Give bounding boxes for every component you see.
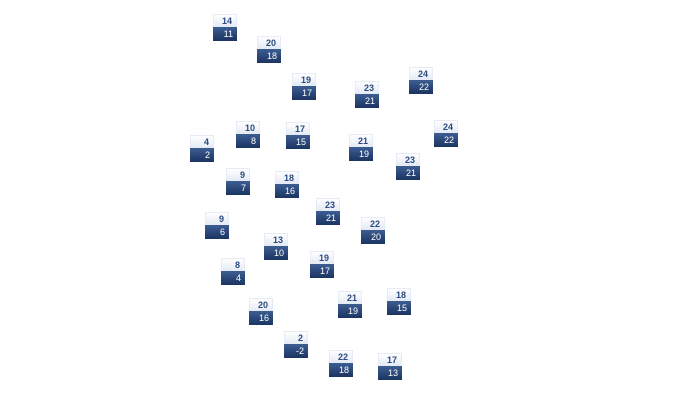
low-temperature: 7 (226, 181, 250, 195)
high-temperature: 20 (257, 36, 281, 49)
low-temperature: 17 (292, 86, 316, 100)
high-temperature: 10 (236, 121, 260, 134)
temperature-marker[interactable]: 24 22 (434, 120, 458, 147)
temperature-marker[interactable]: 20 18 (257, 36, 281, 63)
high-temperature: 14 (213, 14, 237, 27)
low-temperature: 19 (338, 304, 362, 318)
low-temperature: 16 (275, 184, 299, 198)
high-temperature: 9 (226, 168, 250, 181)
low-temperature: 13 (378, 366, 402, 380)
low-temperature: 18 (329, 363, 353, 377)
high-temperature: 21 (338, 291, 362, 304)
high-temperature: 23 (316, 198, 340, 211)
low-temperature: 4 (221, 271, 245, 285)
temperature-marker[interactable]: 20 16 (249, 298, 273, 325)
temperature-marker[interactable]: 22 18 (329, 350, 353, 377)
high-temperature: 21 (349, 134, 373, 147)
high-temperature: 22 (361, 217, 385, 230)
high-temperature: 17 (286, 122, 310, 135)
low-temperature: 22 (434, 133, 458, 147)
low-temperature: 8 (236, 134, 260, 148)
low-temperature: 10 (264, 246, 288, 260)
low-temperature: 20 (361, 230, 385, 244)
temperature-marker[interactable]: 17 13 (378, 353, 402, 380)
high-temperature: 2 (284, 331, 308, 344)
low-temperature: 21 (355, 94, 379, 108)
temperature-marker[interactable]: 17 15 (286, 122, 310, 149)
temperature-marker[interactable]: 14 11 (213, 14, 237, 41)
low-temperature: 2 (190, 148, 214, 162)
temperature-marker[interactable]: 18 15 (387, 288, 411, 315)
temperature-marker[interactable]: 10 8 (236, 121, 260, 148)
temperature-marker[interactable]: 21 19 (338, 291, 362, 318)
low-temperature: 17 (310, 264, 334, 278)
high-temperature: 23 (355, 81, 379, 94)
low-temperature: 18 (257, 49, 281, 63)
low-temperature: 15 (387, 301, 411, 315)
temperature-marker[interactable]: 23 21 (316, 198, 340, 225)
high-temperature: 22 (329, 350, 353, 363)
high-temperature: 18 (275, 171, 299, 184)
high-temperature: 19 (292, 73, 316, 86)
high-temperature: 20 (249, 298, 273, 311)
temperature-marker[interactable]: 13 10 (264, 233, 288, 260)
temperature-marker[interactable]: 18 16 (275, 171, 299, 198)
low-temperature: 21 (316, 211, 340, 225)
low-temperature: 16 (249, 311, 273, 325)
high-temperature: 19 (310, 251, 334, 264)
temperature-marker[interactable]: 24 22 (409, 67, 433, 94)
low-temperature: 22 (409, 80, 433, 94)
high-temperature: 9 (205, 212, 229, 225)
low-temperature: 11 (213, 27, 237, 41)
high-temperature: 13 (264, 233, 288, 246)
low-temperature: 19 (349, 147, 373, 161)
temperature-marker[interactable]: 23 21 (396, 153, 420, 180)
low-temperature: 6 (205, 225, 229, 239)
temperature-marker[interactable]: 2 -2 (284, 331, 308, 358)
low-temperature: -2 (284, 344, 308, 358)
temperature-marker[interactable]: 19 17 (310, 251, 334, 278)
high-temperature: 24 (409, 67, 433, 80)
temperature-marker[interactable]: 21 19 (349, 134, 373, 161)
low-temperature: 15 (286, 135, 310, 149)
low-temperature: 21 (396, 166, 420, 180)
high-temperature: 4 (190, 135, 214, 148)
temperature-marker[interactable]: 19 17 (292, 73, 316, 100)
high-temperature: 17 (378, 353, 402, 366)
high-temperature: 8 (221, 258, 245, 271)
high-temperature: 24 (434, 120, 458, 133)
high-temperature: 23 (396, 153, 420, 166)
temperature-marker[interactable]: 22 20 (361, 217, 385, 244)
high-temperature: 18 (387, 288, 411, 301)
temperature-marker[interactable]: 23 21 (355, 81, 379, 108)
